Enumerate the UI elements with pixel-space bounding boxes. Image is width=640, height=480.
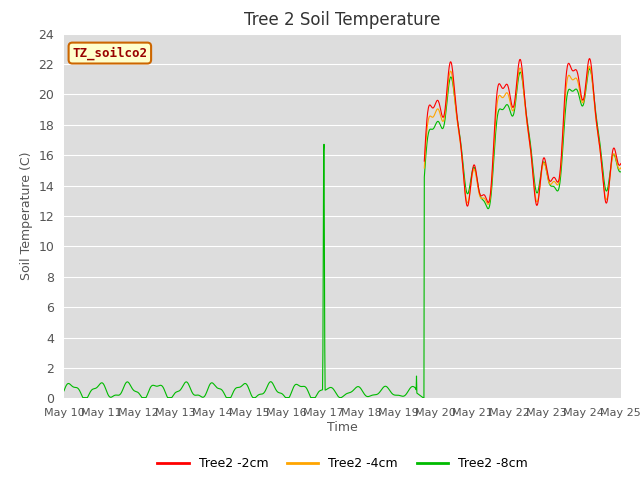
Tree2 -8cm [617, 169, 625, 175]
Tree2 -8cm [60, 388, 68, 394]
Tree2 -8cm [296, 384, 304, 389]
Legend: Tree2 -2cm, Tree2 -4cm, Tree2 -8cm: Tree2 -2cm, Tree2 -4cm, Tree2 -8cm [152, 452, 532, 475]
Tree2 -2cm [617, 161, 625, 167]
Tree2 -8cm [420, 396, 428, 401]
Tree2 -8cm [318, 387, 326, 393]
Line: Tree2 -2cm: Tree2 -2cm [424, 59, 621, 206]
Line: Tree2 -8cm: Tree2 -8cm [64, 69, 621, 398]
Tree2 -8cm [377, 388, 385, 394]
Title: Tree 2 Soil Temperature: Tree 2 Soil Temperature [244, 11, 440, 29]
Text: TZ_soilco2: TZ_soilco2 [72, 47, 147, 60]
Y-axis label: Soil Temperature (C): Soil Temperature (C) [20, 152, 33, 280]
Tree2 -4cm [617, 165, 625, 171]
Tree2 -8cm [126, 381, 134, 387]
Tree2 -8cm [103, 390, 111, 396]
Tree2 -8cm [308, 395, 316, 400]
Tree2 -8cm [586, 66, 593, 72]
X-axis label: Time: Time [327, 421, 358, 434]
Line: Tree2 -4cm: Tree2 -4cm [424, 66, 621, 204]
